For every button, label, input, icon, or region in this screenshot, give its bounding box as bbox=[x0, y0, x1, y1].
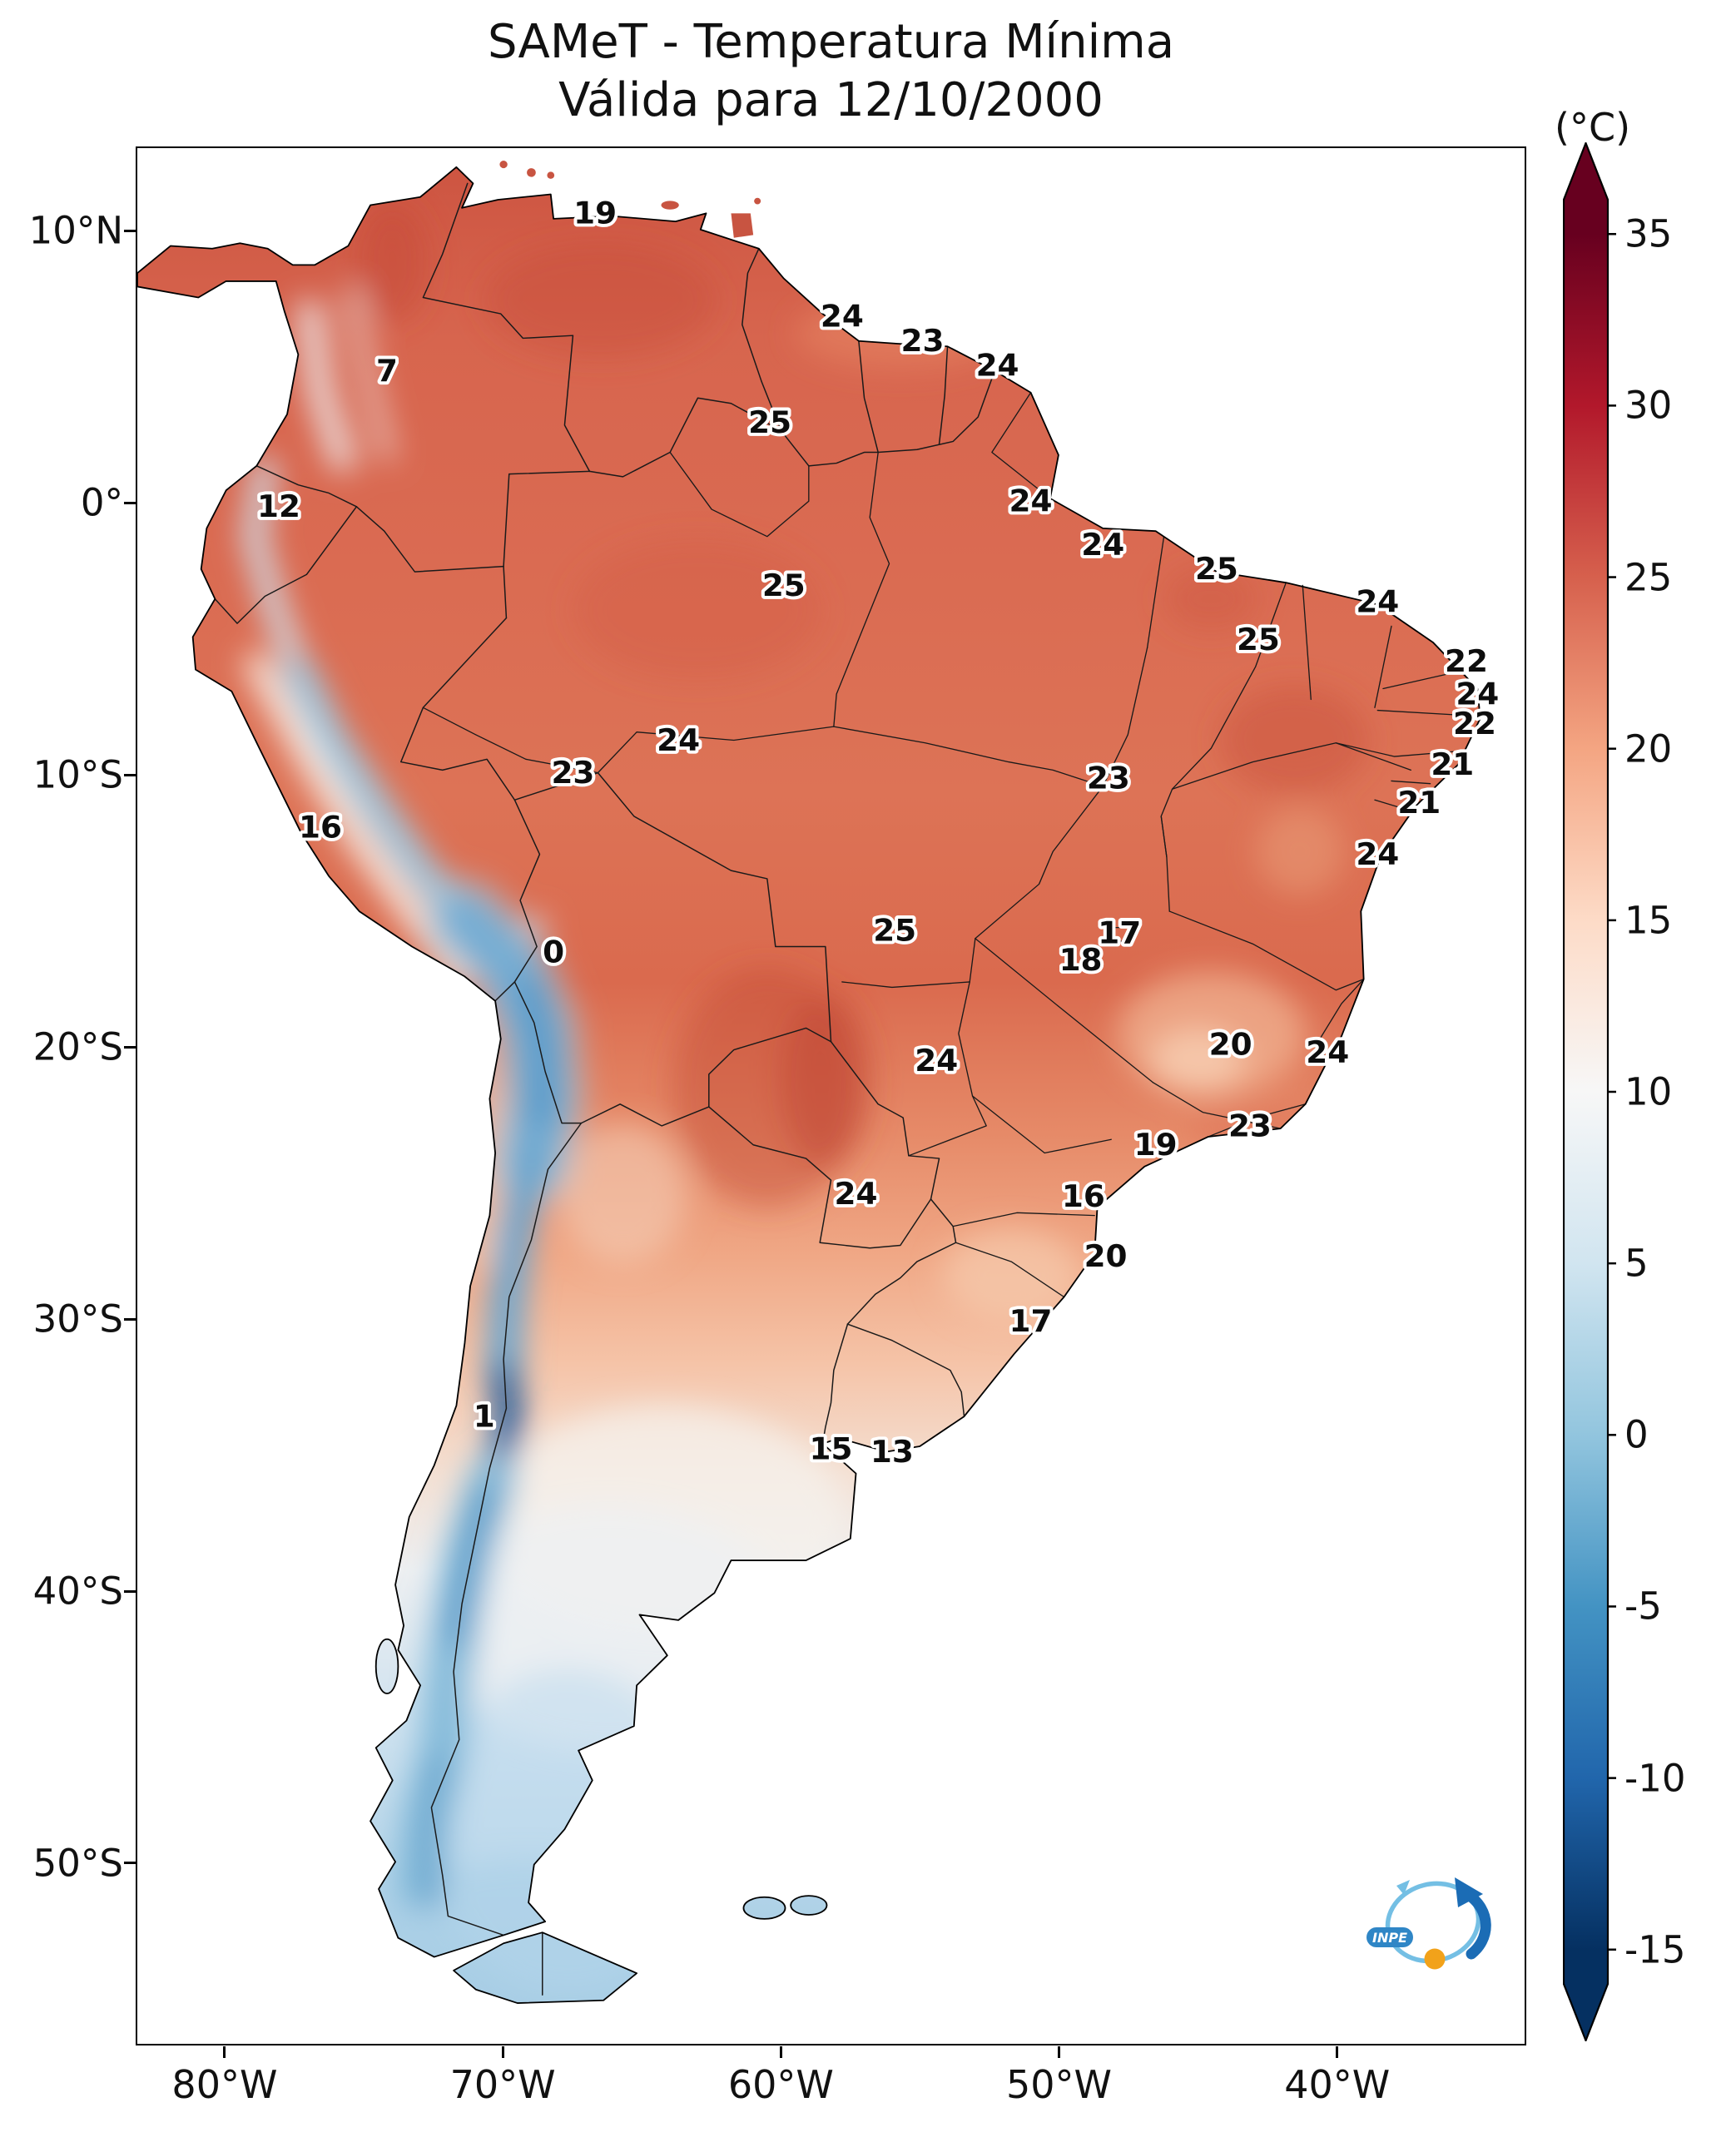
temp-label: 21 bbox=[1397, 785, 1441, 821]
temp-label: 22 bbox=[1453, 707, 1496, 742]
colorbar-gradient-bar bbox=[1563, 200, 1609, 1984]
lat-tick-label: 20°S bbox=[32, 1024, 123, 1069]
temp-label: 23 bbox=[901, 323, 945, 359]
lat-tick-mark bbox=[124, 1589, 136, 1593]
landmass bbox=[137, 161, 1481, 2004]
temp-label: 23 bbox=[551, 755, 594, 791]
temp-label: 25 bbox=[748, 404, 791, 440]
temp-label: 24 bbox=[1356, 584, 1399, 620]
colorbar-tick-label: 25 bbox=[1624, 555, 1673, 600]
temp-label: 24 bbox=[1009, 483, 1053, 519]
lat-tick-label: 10°N bbox=[28, 208, 123, 253]
temp-label: 17 bbox=[1098, 915, 1141, 951]
temp-label: 25 bbox=[762, 568, 806, 603]
temp-label: 13 bbox=[870, 1434, 914, 1470]
temp-label: 21 bbox=[1431, 747, 1474, 783]
lat-tick-mark bbox=[124, 501, 136, 504]
state-borders bbox=[422, 392, 1473, 1298]
colorbar-tick-label: 10 bbox=[1624, 1069, 1673, 1114]
title-line2: Válida para 12/10/2000 bbox=[558, 73, 1104, 127]
lat-tick-label: 50°S bbox=[32, 1841, 123, 1886]
logo-swoosh-arrowhead-icon bbox=[1455, 1877, 1483, 1907]
temp-label: 23 bbox=[1228, 1108, 1272, 1144]
temp-label: 22 bbox=[1445, 644, 1488, 680]
temp-label: 24 bbox=[1081, 527, 1124, 563]
colorbar-tick-label: -5 bbox=[1624, 1584, 1662, 1629]
colorbar-tick-label: 35 bbox=[1624, 211, 1673, 256]
colorbar-tick-label: 20 bbox=[1624, 726, 1673, 771]
colorbar-extend-above bbox=[1563, 142, 1609, 200]
lon-tick-label: 80°W bbox=[171, 2062, 278, 2107]
temp-label: 24 bbox=[915, 1043, 958, 1078]
title-line1: SAMeT - Temperatura Mínima bbox=[487, 15, 1175, 69]
figure-title: SAMeT - Temperatura Mínima Válida para 1… bbox=[136, 13, 1526, 130]
lon-tick-label: 50°W bbox=[1006, 2062, 1113, 2107]
temp-label: 16 bbox=[1062, 1178, 1105, 1214]
temp-label: 15 bbox=[810, 1431, 853, 1467]
temp-label: 7 bbox=[376, 353, 398, 389]
temp-label: 16 bbox=[299, 810, 342, 845]
lat-tick-mark bbox=[124, 1317, 136, 1321]
temp-label: 25 bbox=[1195, 552, 1238, 588]
country-borders bbox=[214, 182, 995, 1996]
colorbar-outline bbox=[1563, 142, 1610, 2041]
lon-tick-mark bbox=[1336, 2046, 1339, 2058]
lon-tick-mark bbox=[1058, 2046, 1061, 2058]
lon-tick-mark bbox=[779, 2046, 782, 2058]
colorbar-unit-label: (°C) bbox=[1555, 105, 1631, 150]
logo-wordmark-band bbox=[1366, 1927, 1413, 1947]
lat-tick-mark bbox=[124, 773, 136, 776]
lat-tick-label: 30°S bbox=[32, 1297, 123, 1341]
logo-swoosh-icon bbox=[1464, 1890, 1491, 1960]
colorbar-tick-label: 0 bbox=[1624, 1412, 1649, 1457]
lat-tick-mark bbox=[124, 1045, 136, 1049]
temp-label: 23 bbox=[1087, 761, 1130, 796]
colorbar-tick-label: 30 bbox=[1624, 383, 1673, 428]
temp-label: 24 bbox=[1306, 1035, 1349, 1071]
logo-sun-icon bbox=[1424, 1948, 1446, 1970]
lon-tick-mark bbox=[501, 2046, 504, 2058]
temp-label: 24 bbox=[1456, 677, 1499, 712]
temp-label: 25 bbox=[1237, 622, 1280, 657]
temp-label: 1 bbox=[474, 1399, 495, 1435]
lon-tick-label: 40°W bbox=[1284, 2062, 1391, 2107]
colorbar-extend-below bbox=[1563, 1984, 1609, 2041]
lat-tick-label: 0° bbox=[80, 480, 123, 525]
temp-label: 19 bbox=[573, 196, 617, 231]
temp-label: 0 bbox=[543, 935, 564, 970]
lon-tick-label: 60°W bbox=[727, 2062, 834, 2107]
lat-tick-mark bbox=[124, 1862, 136, 1865]
colorbar-tick-label: -15 bbox=[1624, 1927, 1686, 1972]
colorbar bbox=[1563, 142, 1616, 2041]
temp-label: 25 bbox=[873, 913, 916, 949]
temp-label: 12 bbox=[257, 489, 300, 525]
temp-label: 24 bbox=[657, 722, 700, 758]
lat-tick-label: 10°S bbox=[32, 752, 123, 797]
temp-label: 19 bbox=[1134, 1127, 1178, 1163]
map-frame: 19 7 24 23 24 25 12 24 24 25 25 25 24 22 24 22 21 21 24 24 2… bbox=[136, 146, 1526, 2045]
logo-orbit-arrow-icon bbox=[1396, 1880, 1410, 1895]
temperature-field bbox=[242, 202, 1370, 2004]
colorbar-tick-label: 5 bbox=[1624, 1241, 1649, 1286]
lon-tick-label: 70°W bbox=[449, 2062, 556, 2107]
colorbar-tick-label: 15 bbox=[1624, 898, 1673, 943]
inpe-logo: INPE bbox=[1366, 1877, 1491, 1970]
lon-tick-mark bbox=[223, 2046, 226, 2058]
temp-label: 20 bbox=[1209, 1027, 1252, 1063]
temp-label: 20 bbox=[1084, 1238, 1128, 1274]
logo-wordmark: INPE bbox=[1372, 1930, 1407, 1946]
temp-label: 24 bbox=[976, 348, 1019, 384]
temp-label: 17 bbox=[1009, 1304, 1053, 1340]
temp-label: 18 bbox=[1059, 943, 1103, 979]
lat-tick-label: 40°S bbox=[32, 1569, 123, 1614]
temp-label: 24 bbox=[821, 299, 864, 335]
temp-label: 24 bbox=[835, 1176, 878, 1212]
temp-label: 24 bbox=[1356, 836, 1399, 872]
lat-tick-mark bbox=[124, 229, 136, 232]
colorbar-tick-label: -10 bbox=[1624, 1756, 1686, 1801]
colorbar-tick-marks bbox=[1608, 232, 1616, 1951]
